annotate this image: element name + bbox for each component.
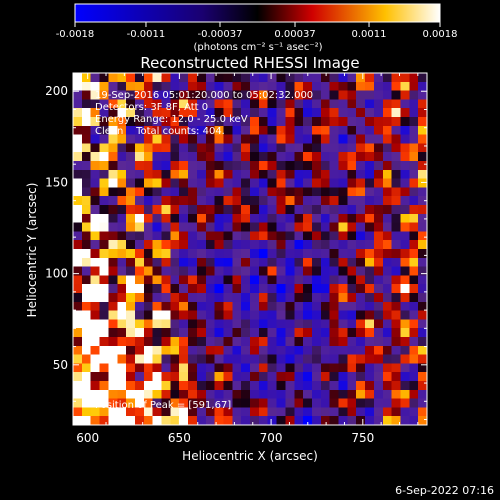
colorbar-ticks: [74, 22, 441, 27]
colorbar-tick-label: -0.0018: [56, 29, 95, 40]
heatmap-image: [73, 73, 427, 425]
colorbar-tick-label: 0.0011: [352, 29, 387, 40]
x-axis-label: Heliocentric X (arcsec): [182, 449, 318, 463]
y-axis-ticks: [73, 72, 427, 421]
colorbar-tick-labels: -0.0018 -0.0011 -0.00037 0.00037 0.0011 0.001…: [56, 29, 458, 40]
y-tick-label: 200: [45, 84, 68, 98]
y-axis-tick-labels: 50 100 150 200: [45, 84, 68, 372]
colorbar-gradient: [74, 3, 441, 23]
y-tick-label: 150: [45, 175, 68, 189]
annotation-energy-range: Energy Range: 12.0 - 25.0 keV: [95, 114, 248, 125]
colorbar-label: (photons cm⁻² s⁻¹ asec⁻²): [193, 42, 322, 53]
y-tick-label: 50: [53, 358, 68, 372]
footer-date: 6-Sep-2022 07:16: [395, 484, 494, 497]
x-tick-label: 600: [76, 431, 99, 445]
plot-frame: [72, 72, 428, 426]
colorbar-tick-label: -0.0011: [127, 29, 166, 40]
colorbar-tick-label: -0.00037: [198, 29, 243, 40]
colorbar: -0.0018 -0.0011 -0.00037 0.00037 0.0011 0.001…: [56, 3, 458, 53]
x-tick-label: 700: [260, 431, 283, 445]
x-axis-ticks: [87, 73, 419, 425]
x-axis-tick-labels: 600 650 700 750: [76, 431, 374, 445]
y-tick-label: 100: [45, 267, 68, 281]
y-axis-label: Heliocentric Y (arcsec): [25, 183, 39, 318]
colorbar-tick-label: 0.0018: [423, 29, 458, 40]
x-tick-label: 750: [351, 431, 374, 445]
plot-annotations: 19-Sep-2016 05:01:20.000 to 05:02:32.000…: [95, 90, 313, 411]
colorbar-tick-label: 0.00037: [274, 29, 315, 40]
annotation-method-counts: Clean Total counts: 404.: [95, 126, 225, 137]
annotation-detectors: Detectors: 3F 8F, Att 0: [95, 102, 208, 113]
annotation-time-range: 19-Sep-2016 05:01:20.000 to 05:02:32.000: [95, 90, 313, 101]
annotation-peak-position: Position of Peak = [591,67]: [95, 400, 231, 411]
x-tick-label: 650: [168, 431, 191, 445]
chart-title: Reconstructed RHESSI Image: [140, 54, 359, 72]
